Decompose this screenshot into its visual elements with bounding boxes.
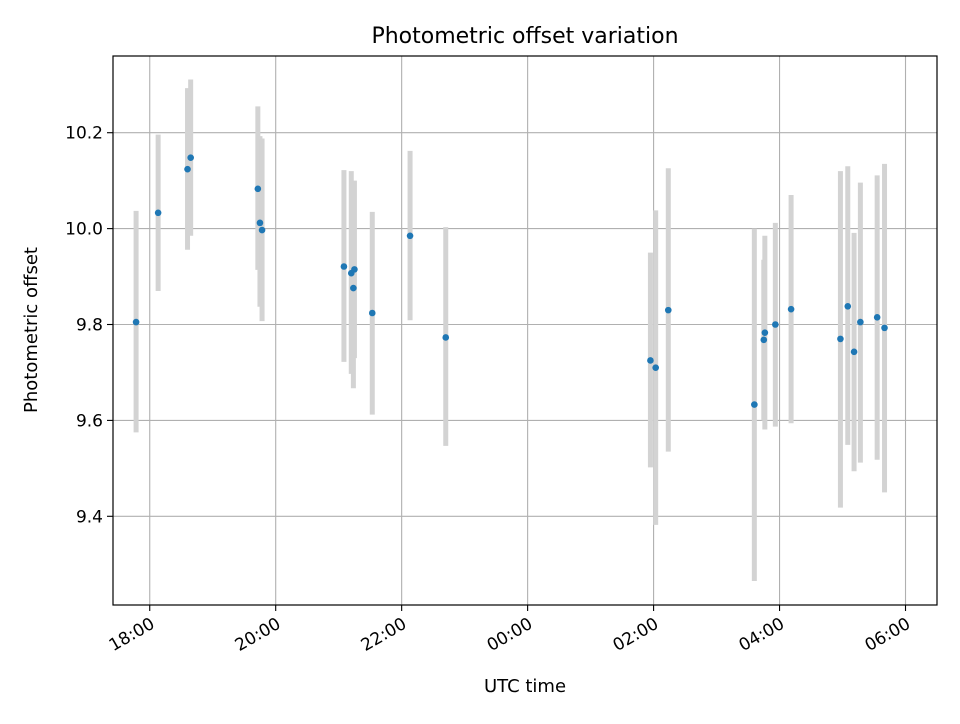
data-point	[258, 226, 266, 234]
data-point	[751, 401, 758, 408]
data-point	[368, 309, 376, 317]
data-point	[350, 284, 357, 292]
data-point	[837, 335, 844, 343]
data-point	[254, 185, 262, 193]
plot-area-frame	[112, 55, 938, 606]
data-point	[787, 305, 795, 313]
data-point	[850, 348, 858, 356]
data-point	[647, 357, 654, 364]
data-point	[154, 209, 162, 217]
data-point	[772, 321, 779, 328]
data-point	[652, 364, 659, 371]
data-point	[351, 266, 358, 273]
data-point	[881, 324, 888, 332]
y-axis-ticks: 9.4 9.6 9.8 10.0 10.2	[65, 124, 113, 527]
data-points	[132, 154, 888, 408]
data-point	[873, 314, 881, 321]
data-point	[187, 154, 194, 161]
y-tick-label: 9.4	[76, 507, 103, 527]
data-point	[857, 318, 864, 326]
data-point	[761, 329, 769, 336]
data-point	[256, 219, 264, 227]
y-tick-label: 10.2	[65, 124, 103, 144]
y-tick-label: 9.6	[76, 411, 103, 431]
y-tick-label: 9.8	[76, 316, 103, 336]
y-tick-label: 10.0	[65, 220, 103, 240]
data-point	[340, 263, 348, 270]
data-point	[844, 302, 852, 310]
data-point	[664, 306, 672, 314]
data-point	[406, 232, 414, 240]
y-axis-label: Photometric offset	[21, 247, 42, 413]
chart-title: Photometric offset variation	[371, 24, 678, 49]
data-point	[184, 165, 191, 173]
data-point	[132, 318, 140, 326]
x-axis-label: UTC time	[484, 676, 566, 697]
data-point	[760, 336, 768, 344]
data-point	[442, 334, 450, 341]
